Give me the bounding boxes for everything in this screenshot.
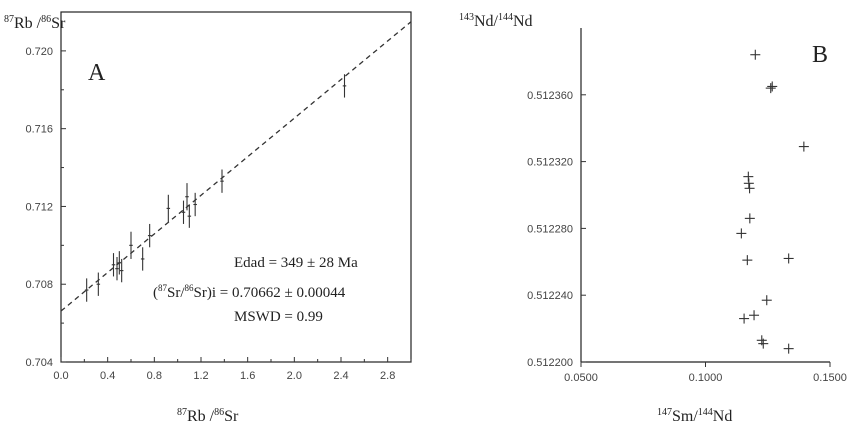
panel-a-data-points [84,74,347,302]
panel-b-x-tick-label: 0.0500 [564,372,598,384]
panel-a-data-point [84,278,89,302]
panel-b-data-points [736,49,809,354]
panel-a-data-point [342,74,347,98]
panel-b-y-tick-label: 0.512240 [527,290,573,302]
mswd-annotation: MSWD = 0.99 [234,309,323,325]
panel-b-data-point [758,338,769,349]
panel-b-data-point [761,295,772,306]
panel-b-data-point [767,81,778,92]
panel-a-x-tick-label: 1.2 [193,370,208,382]
panel-a-y-tick-label: 0.720 [25,46,53,58]
panel-a-plot-frame [60,11,412,363]
panel-a-data-point [193,192,197,217]
panel-b-data-point [736,228,747,239]
panel-b-data-point [744,213,755,224]
panel-b-data-point [739,313,750,324]
panel-a-x-axis-label: 87Rb /86Sr [177,407,239,425]
panel-a-y-tick-label: 0.704 [25,357,53,369]
panel-b-data-point [765,83,776,94]
panel-b-y-tick-label: 0.512320 [527,157,573,169]
panel-a-x-tick-label: 0.0 [53,370,68,382]
panel-a-data-point [140,247,145,271]
panel-b: 0.0500 0.1000 0.1500 0.5122000.5122400.512… [459,12,847,425]
panel-a-letter: A [88,60,106,86]
panel-b-data-point [750,49,761,60]
initial-ratio-annotation: (87Sr/86Sr)i = 0.70662 ± 0.00044 [153,283,346,301]
panel-a-x-tick-label: 1.6 [240,370,255,382]
panel-b-x-axis: 0.0500 0.1000 0.1500 [564,362,847,384]
panel-a-x-tick-label: 2.4 [333,370,348,382]
panel-b-y-tick-label: 0.512280 [527,223,573,235]
panel-b-y-axis: 0.512200 0.512240 0.512280 0.512320 0.512360 [527,90,586,369]
panel-a-data-point [181,200,186,224]
panel-a-x-tick-label: 0.8 [147,370,162,382]
panel-b-data-point [744,183,755,194]
panel-b-data-point [749,310,760,321]
panel-a-x-tick-label: 0.4 [100,370,115,382]
panel-b-data-point [783,343,794,354]
panel-a-data-point [117,251,122,275]
panel-a-data-point [111,253,116,277]
panel-a-data-point [147,223,152,248]
panel-a-y-tick-label: 0.712 [25,201,53,213]
panel-a-data-point [96,272,101,296]
panel-b-y-tick-label: 0.512200 [527,357,573,369]
panel-b-x-tick-label: 0.1500 [813,372,847,384]
panel-b-x-tick-label: 0.1000 [689,372,723,384]
panel-a-data-point [115,257,119,281]
age-annotation: Edad = 349 ± 28 Ma [234,255,358,271]
panel-b-y-axis-label: 143Nd/144Nd [459,12,533,30]
panel-a-y-tick-label: 0.708 [25,279,53,291]
panel-b-y-tick-label: 0.512360 [527,90,573,102]
panel-a-data-point [220,169,224,193]
panel-a: 0.0 0.4 0.8 1.2 1.6 2.0 2.4 2.8 0.704 0.708 0.712… [4,11,412,425]
panel-a-x-axis: 0.0 0.4 0.8 1.2 1.6 2.0 2.4 2.8 [53,357,412,382]
panel-b-data-point [798,141,809,152]
panel-a-y-axis: 0.704 0.708 0.712 0.716 0.720 [25,46,66,369]
panel-a-data-point [185,183,189,211]
initial-ratio-value: )i = 0.70662 ± 0.00044 [207,285,346,301]
panel-a-y-axis-label: 87Rb /86Sr [4,14,66,32]
panel-a-data-point [187,204,192,228]
panel-a-data-point [119,258,124,283]
panel-b-data-point [742,255,753,266]
panel-b-letter: B [812,42,828,68]
panel-b-data-point [783,253,794,264]
panel-a-data-point [129,231,133,259]
panel-a-x-tick-label: 2.8 [380,370,395,382]
panel-a-x-tick-label: 2.0 [287,370,302,382]
panel-a-y-tick-label: 0.716 [25,124,53,136]
panel-a-data-point [166,194,171,222]
panel-b-x-axis-label: 147Sm/144Nd [657,407,732,425]
panel-b-data-point [743,178,754,189]
